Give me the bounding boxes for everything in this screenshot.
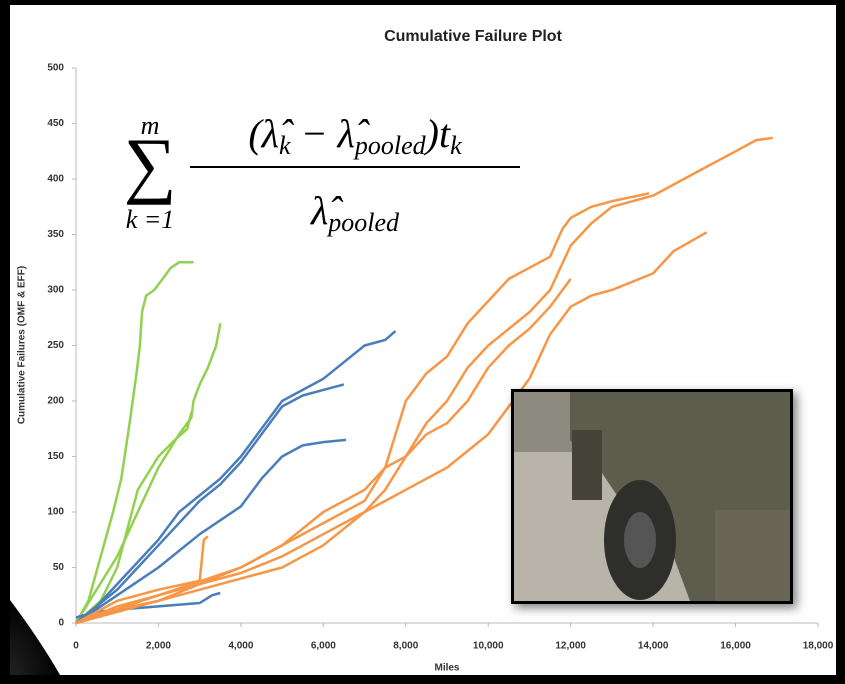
x-tick-label: 6,000: [311, 641, 336, 652]
formula-sum: ∑: [124, 124, 177, 206]
y-tick-label: 400: [47, 174, 64, 185]
formula-text: )t: [424, 111, 451, 156]
series-line: [75, 438, 347, 625]
series-line: [74, 261, 194, 624]
formula-subscript: pooled: [326, 208, 400, 237]
x-tick-label: 16,000: [720, 641, 751, 652]
formula-subscript: pooled: [353, 131, 427, 160]
y-tick-label: 350: [47, 229, 64, 240]
series-line: [75, 136, 773, 625]
x-tick-label: 10,000: [473, 641, 504, 652]
y-axis-label: Cumulative Failures (OMF & EFF): [17, 266, 28, 424]
x-tick-label: 4,000: [228, 641, 253, 652]
y-tick-label: 500: [47, 63, 64, 74]
formula-subscript: k: [450, 131, 462, 160]
formula: m ∑ k =1 (λ̂k − λ̂pooled)tk λ̂pooled: [124, 111, 520, 237]
photo-hub: [624, 512, 656, 568]
formula-denominator: λ̂pooled: [310, 188, 400, 237]
x-tick-label: 12,000: [555, 641, 586, 652]
y-tick-label: 150: [47, 451, 64, 462]
photo-panel: [715, 510, 790, 601]
x-axis-label: Miles: [434, 663, 459, 674]
y-tick-label: 200: [47, 396, 64, 407]
y-tick-label: 100: [47, 507, 64, 518]
series-line: [75, 535, 209, 625]
y-tick-label: 50: [53, 562, 65, 573]
series-line: [74, 323, 222, 624]
formula-subscript: k: [279, 131, 291, 160]
chart-title: Cumulative Failure Plot: [384, 28, 562, 45]
series-line: [75, 278, 572, 625]
photo-hill: [514, 392, 574, 452]
y-tick-label: 450: [47, 118, 64, 129]
series-line: [75, 330, 397, 624]
x-tick-label: 14,000: [638, 641, 669, 652]
series-line: [75, 411, 193, 624]
corner-shade: [10, 600, 60, 675]
y-tick-label: 0: [58, 618, 64, 629]
axes: 0 50 100 150 200 250 300 350 400 450 500 0 2,000 4,00…: [47, 63, 833, 652]
x-tick-label: 0: [73, 641, 79, 652]
series-line: [75, 192, 650, 625]
photo-rear-vehicle: [572, 430, 602, 500]
formula-lower: k =1: [126, 205, 175, 234]
photo: [511, 389, 793, 604]
y-tick-label: 300: [47, 285, 64, 296]
series-line: [75, 231, 708, 625]
x-tick-label: 2,000: [146, 641, 171, 652]
lines: [74, 136, 773, 625]
x-tick-label: 8,000: [393, 641, 418, 652]
x-tick-label: 18,000: [803, 641, 834, 652]
formula-upper: m: [141, 111, 160, 140]
y-tick-label: 250: [47, 340, 64, 351]
series-line: [75, 383, 345, 624]
